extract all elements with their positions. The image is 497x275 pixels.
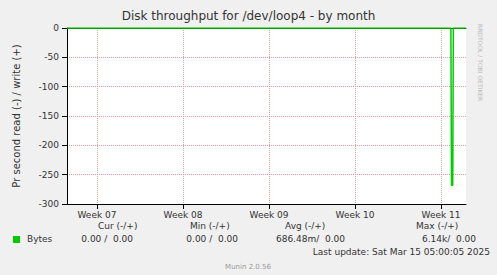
svg-text:Week 11: Week 11 bbox=[422, 210, 461, 220]
svg-text:Week 10: Week 10 bbox=[336, 210, 375, 220]
svg-text:Week 09: Week 09 bbox=[250, 210, 289, 220]
svg-text:Max (-/+): Max (-/+) bbox=[416, 221, 458, 231]
svg-text:6.14k/ 0.00: 6.14k/ 0.00 bbox=[422, 234, 476, 244]
svg-text:Min (-/+): Min (-/+) bbox=[190, 221, 230, 231]
svg-text:0: 0 bbox=[53, 23, 59, 33]
svg-text:-100: -100 bbox=[39, 82, 60, 92]
svg-text:Cur (-/+): Cur (-/+) bbox=[98, 221, 137, 231]
svg-text:-250: -250 bbox=[39, 170, 60, 180]
svg-text:Disk throughput for /dev/loop4: Disk throughput for /dev/loop4 - by mont… bbox=[122, 9, 376, 23]
svg-text:RRDTOOL / TOBI OETIKER: RRDTOOL / TOBI OETIKER bbox=[477, 24, 484, 101]
svg-text:Bytes: Bytes bbox=[27, 234, 53, 244]
svg-text:-200: -200 bbox=[39, 140, 60, 150]
svg-text:-150: -150 bbox=[39, 111, 60, 121]
svg-text:-300: -300 bbox=[39, 199, 60, 209]
svg-text:Pr second read (-) / write (+): Pr second read (-) / write (+) bbox=[11, 44, 22, 187]
svg-text:Last update: Sat Mar 15 05:00:: Last update: Sat Mar 15 05:00:05 2025 bbox=[313, 247, 490, 257]
svg-text:Avg (-/+): Avg (-/+) bbox=[285, 221, 325, 231]
svg-text:0.00 / 0.00: 0.00 / 0.00 bbox=[81, 234, 133, 244]
svg-text:686.48m/ 0.00: 686.48m/ 0.00 bbox=[276, 234, 345, 244]
svg-text:0.00 / 0.00: 0.00 / 0.00 bbox=[186, 234, 238, 244]
svg-text:Week 08: Week 08 bbox=[164, 210, 203, 220]
svg-text:-50: -50 bbox=[44, 52, 59, 62]
svg-text:Week 07: Week 07 bbox=[77, 210, 116, 220]
svg-text:Munin 2.0.56: Munin 2.0.56 bbox=[225, 263, 271, 271]
